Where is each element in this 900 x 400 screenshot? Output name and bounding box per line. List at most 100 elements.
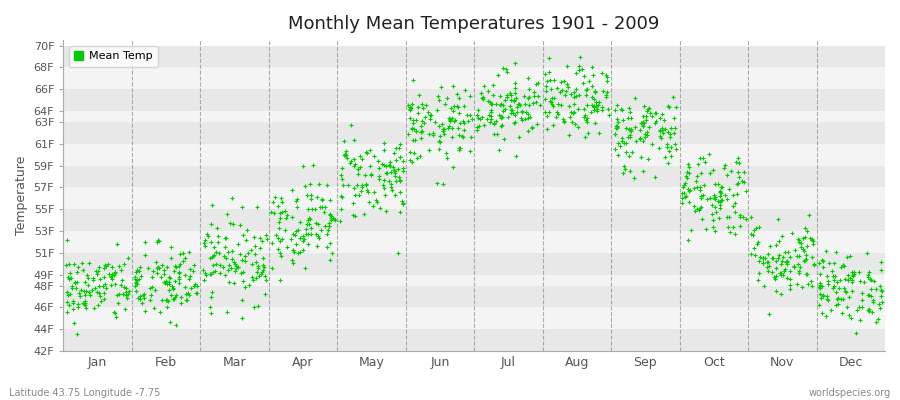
Point [76, 266, 91, 273]
Point [304, 225, 319, 231]
Point [694, 195, 708, 201]
Point [592, 130, 607, 136]
Point [271, 203, 285, 209]
Point [752, 254, 767, 260]
Point [844, 276, 859, 283]
Point [547, 95, 562, 102]
Point [501, 113, 516, 120]
Point [436, 128, 450, 134]
Point [616, 117, 631, 123]
Point [540, 126, 554, 132]
Point [599, 94, 614, 100]
Point [133, 296, 148, 302]
Point [696, 154, 710, 161]
Point [554, 102, 568, 108]
Bar [63, 253, 885, 275]
Point [756, 255, 770, 261]
Point [694, 204, 708, 210]
Point [190, 290, 204, 296]
Point [198, 236, 212, 243]
Point [495, 114, 509, 121]
Point [762, 311, 777, 317]
Point [862, 269, 877, 276]
Point [757, 283, 771, 289]
Point [415, 118, 429, 124]
Point [679, 173, 693, 179]
Point [62, 301, 77, 308]
Point [454, 133, 469, 140]
Point [165, 244, 179, 250]
Text: worldspecies.org: worldspecies.org [809, 388, 891, 398]
Point [410, 104, 425, 110]
Point [813, 280, 827, 286]
Point [200, 231, 214, 238]
Point [622, 126, 636, 132]
Point [341, 182, 356, 188]
Point [748, 251, 762, 258]
Point [285, 186, 300, 193]
Point [578, 112, 592, 118]
Point [580, 86, 594, 92]
Point [726, 192, 741, 198]
Point [285, 256, 300, 263]
Point [182, 292, 196, 298]
Point [680, 237, 695, 243]
Point [771, 252, 786, 258]
Point [678, 180, 692, 186]
Point [129, 278, 143, 285]
Point [145, 284, 159, 290]
Point [323, 212, 338, 218]
Point [661, 103, 675, 109]
Point [413, 135, 428, 142]
Point [303, 181, 318, 187]
Point [821, 278, 835, 285]
Point [430, 180, 445, 186]
Point [743, 214, 758, 220]
Point [285, 231, 300, 237]
Point [829, 302, 843, 308]
Point [771, 216, 786, 223]
Point [687, 203, 701, 209]
Point [149, 239, 164, 246]
Point [161, 298, 176, 304]
Point [556, 116, 571, 122]
Point [691, 161, 706, 168]
Point [707, 195, 722, 202]
Point [861, 274, 876, 280]
Point [382, 177, 396, 184]
Point [168, 277, 183, 284]
Point [250, 265, 265, 272]
Point [93, 276, 107, 282]
Point [310, 220, 325, 227]
Point [66, 300, 80, 306]
Point [164, 255, 178, 261]
Point [873, 259, 887, 265]
Point [609, 124, 624, 131]
Point [508, 90, 523, 96]
Point [490, 131, 504, 137]
Point [778, 259, 793, 265]
Point [846, 268, 860, 275]
Point [110, 240, 124, 247]
Point [256, 264, 271, 270]
Point [713, 204, 727, 211]
Point [227, 258, 241, 265]
Point [515, 109, 529, 116]
Point [161, 279, 176, 285]
Point [635, 113, 650, 120]
Point [449, 103, 464, 110]
Point [792, 268, 806, 275]
Point [774, 270, 788, 276]
Point [292, 235, 307, 242]
Point [716, 196, 730, 203]
Point [767, 274, 781, 280]
Point [805, 237, 819, 243]
Point [720, 172, 734, 178]
Point [556, 78, 571, 84]
Point [508, 59, 523, 66]
Point [230, 241, 245, 247]
Point [591, 99, 606, 105]
Point [531, 92, 545, 99]
Point [189, 283, 203, 290]
Point [187, 262, 202, 268]
